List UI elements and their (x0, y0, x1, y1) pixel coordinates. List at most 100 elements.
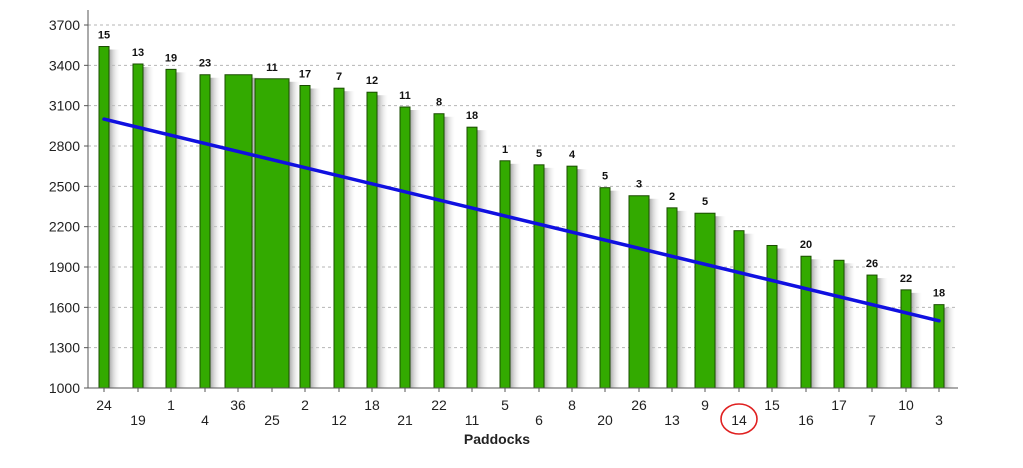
x-axis: 2419143625212182122115682026139141516177… (88, 387, 958, 435)
bar (132, 63, 144, 389)
y-tick-label: 2500 (49, 178, 80, 194)
bar-value-label: 7 (336, 71, 342, 83)
bar-shadow (844, 263, 856, 388)
bar (499, 160, 511, 389)
bar (599, 187, 611, 389)
bar (866, 274, 878, 389)
trend-line (102, 117, 941, 323)
y-tick-label: 3400 (49, 57, 80, 73)
bar-value-label: 11 (399, 90, 411, 102)
x-tick-label: 1 (167, 397, 175, 413)
bar-shadow (744, 233, 756, 388)
x-tick-label: 15 (764, 397, 780, 413)
bar-shadow (109, 49, 121, 389)
bar-shadow (577, 169, 589, 388)
bar-value-label: 3 (636, 179, 642, 191)
bar (466, 126, 478, 389)
bar-value-label: 12 (366, 75, 378, 87)
bar-value-label: 17 (299, 69, 311, 81)
x-tick-label: 5 (501, 397, 509, 413)
x-tick-label: 36 (230, 397, 246, 413)
bar (628, 195, 650, 389)
bar-shadow (377, 95, 389, 388)
y-tick-label: 1000 (49, 380, 80, 396)
y-tick-label: 1600 (49, 299, 80, 315)
x-tick-label: 17 (831, 397, 847, 413)
bar-value-label: 1 (502, 144, 508, 156)
bar-shadow (143, 66, 155, 388)
y-tick-label: 3700 (49, 17, 80, 33)
bar-shadow (310, 88, 322, 388)
bar-value-label: 15 (98, 30, 110, 42)
bar (433, 113, 445, 389)
bar (165, 68, 177, 389)
x-tick-label: 22 (431, 397, 447, 413)
x-axis-title: Paddocks (464, 431, 530, 447)
x-tick-label: 3 (935, 412, 943, 428)
bar (766, 244, 778, 389)
bar-value-label: 18 (933, 288, 945, 300)
x-tick-label: 25 (264, 412, 280, 428)
bar (98, 46, 110, 389)
y-axis: 1000 1300 1600 1900 2200 2500 2800 3100 3400 3700 (49, 10, 89, 396)
bar-shadow (811, 259, 823, 388)
bar (299, 85, 311, 389)
bar-shadow (289, 81, 301, 389)
y-tick-label: 3100 (49, 98, 80, 114)
bar-shadow (510, 163, 522, 388)
y-tick-label: 1900 (49, 259, 80, 275)
x-tick-label: 7 (868, 412, 876, 428)
y-tick-label: 2800 (49, 138, 80, 154)
bar-shadow (544, 167, 556, 388)
bar (666, 207, 678, 389)
bar (800, 255, 812, 389)
x-tick-label: 26 (631, 397, 647, 413)
x-tick-label: 21 (397, 412, 413, 428)
x-tick-label: 6 (535, 412, 543, 428)
bar-shadow (649, 198, 661, 388)
bar-shadow (344, 91, 356, 388)
bar-shadow (444, 116, 456, 388)
bar (566, 165, 578, 389)
x-tick-label: 20 (597, 412, 613, 428)
bar (694, 212, 716, 389)
bar-value-label: 4 (569, 149, 576, 161)
bar-shadow (777, 248, 789, 388)
bar-value-label: 5 (702, 196, 708, 208)
bar-shadow (210, 77, 222, 388)
bar (533, 164, 545, 389)
bar-value-label: 5 (536, 148, 542, 160)
x-tick-label: 11 (465, 412, 480, 428)
x-tick-label: 12 (331, 412, 347, 428)
x-tick-label: 24 (96, 397, 112, 413)
bar-shadow (715, 216, 727, 388)
bar-value-label: 11 (266, 62, 278, 74)
x-tick-label: 10 (898, 397, 914, 413)
bar (199, 74, 211, 389)
bar-value-label: 13 (132, 47, 144, 59)
x-tick-label: 14 (731, 412, 747, 428)
x-tick-label: 4 (201, 412, 209, 428)
x-tick-label: 8 (568, 397, 576, 413)
x-tick-label: 18 (364, 397, 380, 413)
bar-value-label: 26 (866, 258, 878, 270)
bar-value-label: 20 (800, 239, 812, 251)
bar (224, 74, 253, 389)
x-tick-label: 9 (701, 397, 709, 413)
bar-value-label: 18 (466, 110, 478, 122)
x-tick-label: 2 (301, 397, 309, 413)
bar-shadow (477, 130, 489, 388)
y-tick-label: 1300 (49, 340, 80, 356)
bar-value-label: 19 (165, 52, 177, 64)
bar-shadow (410, 110, 422, 388)
bar (333, 87, 345, 389)
bar-shadow (911, 292, 923, 388)
bar-value-label: 22 (900, 273, 912, 285)
bar-value-label: 8 (436, 97, 442, 109)
y-tick-label: 2200 (49, 219, 80, 235)
bar-shadow (877, 278, 889, 388)
trend-line-group (102, 117, 941, 323)
